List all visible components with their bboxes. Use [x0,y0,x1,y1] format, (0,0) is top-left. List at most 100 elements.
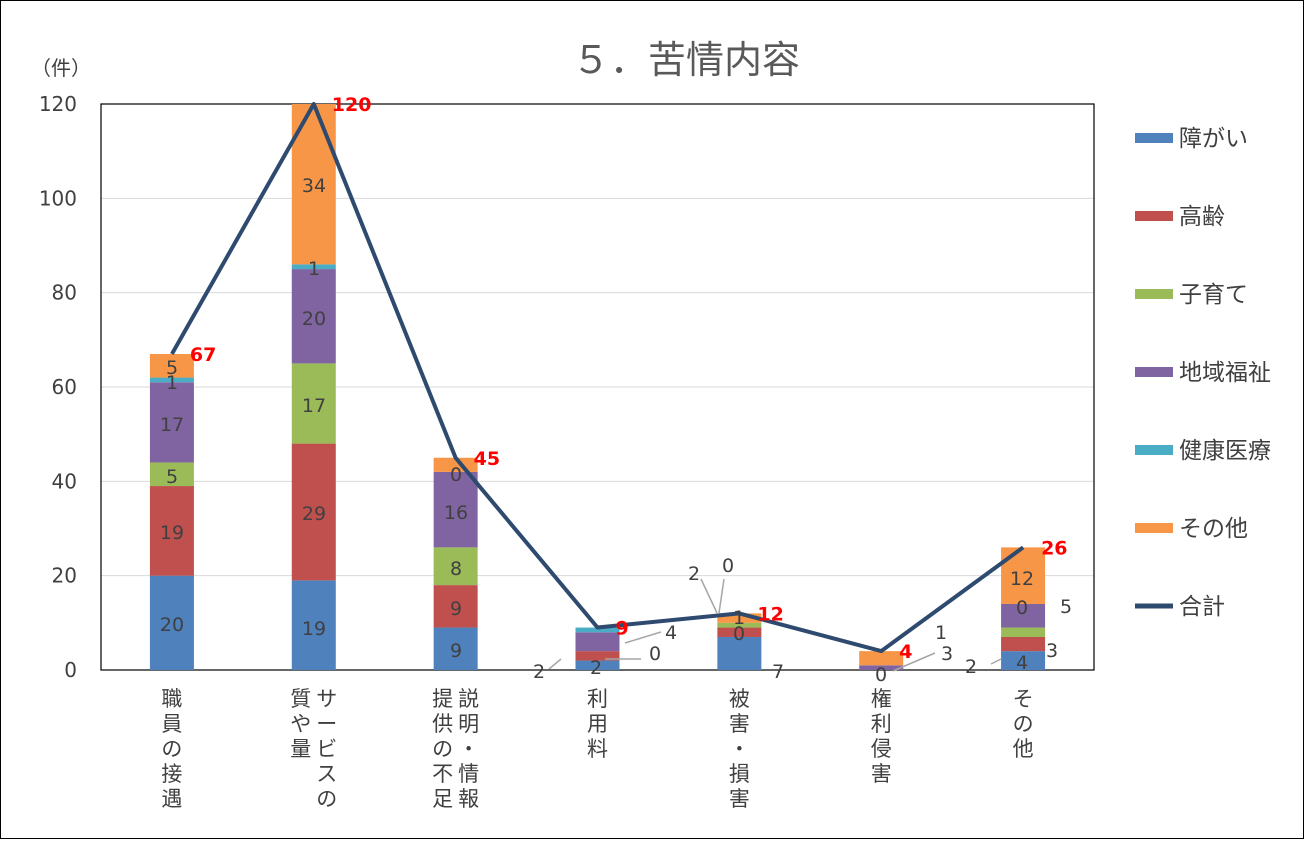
leader-line [892,652,936,672]
bar-segment [717,636,762,670]
y-tick-label: 80 [52,281,77,305]
legend-label: 子育て [1179,282,1248,308]
category-label-char: 足 [432,787,453,811]
legend-swatch [1135,523,1173,533]
legend-swatch [1135,133,1173,143]
bar-segment [291,269,336,364]
bar-segment [859,665,904,670]
segment-data-label: 9 [450,640,462,662]
category-label-char: 料 [587,737,608,761]
category-label-char: の [316,787,337,811]
bar-segment [291,264,336,270]
segment-data-label: 4 [1016,652,1028,674]
category-label-char: 利 [587,687,608,711]
legend-label: 高齢 [1179,204,1225,230]
bar-segment [433,547,478,586]
category-label-char: の [161,737,182,761]
bar-segment [149,382,194,463]
y-tick-label: 100 [39,186,77,210]
leader-line [718,578,725,614]
segment-data-label: 20 [160,614,184,636]
segment-data-label: 3 [941,643,953,665]
segment-data-label: 17 [302,395,326,417]
total-label: 4 [899,641,912,663]
category-label-char: 害 [729,712,750,736]
segment-data-label: 5 [1060,596,1072,618]
segment-data-label: 0 [1016,597,1028,619]
segment-data-label: 2 [533,661,545,683]
category-label-char: 不 [432,762,453,786]
leader-line [624,631,662,644]
total-label: 120 [332,94,372,116]
segment-data-label: 16 [444,502,468,524]
bar-segment [717,627,762,637]
bar-segment [1001,603,1046,628]
bar-segment [433,471,478,548]
category-label-char: ・ [458,737,479,761]
category-label-char: 用 [587,712,608,736]
legend-label: その他 [1179,516,1248,542]
segment-data-label: 5 [166,357,178,379]
segment-data-label: 2 [688,563,700,585]
bar-segment [717,622,762,628]
segment-data-label: 19 [160,522,184,544]
segment-data-label: 0 [733,623,745,645]
category-label-char: 提 [432,687,453,711]
bar-segment [149,486,194,576]
leader-line [548,658,562,670]
segment-data-label: 1 [733,607,745,629]
bar-stacks [149,104,1046,670]
bar-segment [1001,627,1046,637]
segment-data-label: 1 [166,372,178,394]
total-label: 9 [616,618,629,640]
category-label-char: 遇 [161,787,182,811]
segment-data-label: 3 [1046,640,1058,662]
total-line [170,102,1025,654]
segment-data-label: 12 [1010,568,1034,590]
y-tick-label: 40 [52,469,77,493]
chart-title: ５．苦情内容 [572,38,800,82]
category-label-char: ・ [729,737,750,761]
segment-data-label: 19 [302,618,326,640]
category-label-char: 報 [458,787,479,811]
bar-segment [149,353,194,378]
legend-swatch [1135,289,1173,299]
legend-swatch [1135,367,1173,377]
category-label-char: 明 [458,712,479,736]
segment-data-label: 5 [166,466,178,488]
category-label-char: 利 [871,712,892,736]
category-label-char: 損 [729,762,750,786]
legend-swatch [1135,445,1173,455]
bar-segment [575,627,620,633]
y-tick-label: 0 [64,658,77,682]
segment-data-label: 34 [302,175,326,197]
bar-segment [291,580,336,670]
segment-data-label: 7 [772,661,784,683]
bar-segment [149,462,194,487]
segment-data-label: 0 [722,555,734,577]
segment-data-label: 0 [875,664,887,686]
bar-segment [433,627,478,670]
y-axis-unit-label: （件） [31,56,91,80]
legend-label: 地域福祉 [1179,360,1271,386]
bar-segment [291,443,336,581]
segment-data-label: 4 [665,622,677,644]
category-label-char: 侵 [871,737,892,761]
segment-data-label: 0 [450,464,462,486]
segment-data-label: 29 [302,503,326,525]
segment-data-label: 2 [590,657,602,679]
legend-label: 健康医療 [1179,438,1271,464]
category-label-char: ー [316,712,337,736]
total-label: 26 [1041,537,1067,559]
bar-segment [433,585,478,628]
legend-swatch [1135,211,1173,221]
category-label-char: 権 [871,687,892,711]
category-label-char: そ [1013,687,1034,711]
bar-segment [859,651,904,666]
category-label-char: 量 [290,737,311,761]
legend-label: 合計 [1179,594,1225,620]
category-label-char: の [1013,712,1034,736]
